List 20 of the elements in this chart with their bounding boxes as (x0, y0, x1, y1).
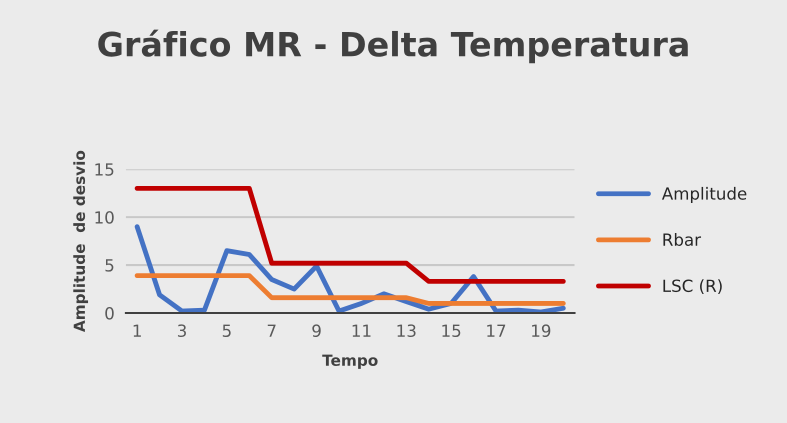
x-tick-label: 3 (178, 324, 186, 338)
legend-label: Rbar (663, 233, 702, 246)
chart-title: Gráfico MR - Delta Temperatura (98, 30, 688, 64)
x-tick-label: 7 (268, 324, 276, 337)
y-axis-title: Amplitude de desvio (73, 150, 88, 332)
x-tick-label: 19 (532, 324, 550, 338)
y-tick-label: 15 (95, 163, 114, 176)
legend-label: Amplitude (662, 186, 746, 204)
y-tick-label: 0 (105, 306, 114, 320)
x-tick-label: 1 (134, 324, 141, 337)
x-tick-label: 5 (222, 324, 231, 338)
x-tick-label: 11 (352, 324, 370, 337)
y-tick-label: 5 (105, 259, 114, 272)
x-tick-label: 9 (312, 324, 321, 338)
y-tick-label: 10 (95, 211, 114, 224)
x-tick-label: 15 (442, 324, 460, 338)
x-tick-label: 13 (398, 324, 416, 338)
x-tick-label: 17 (487, 324, 506, 337)
legend-label: LSC (R) (663, 279, 722, 294)
x-axis-title: Tempo (322, 354, 378, 369)
